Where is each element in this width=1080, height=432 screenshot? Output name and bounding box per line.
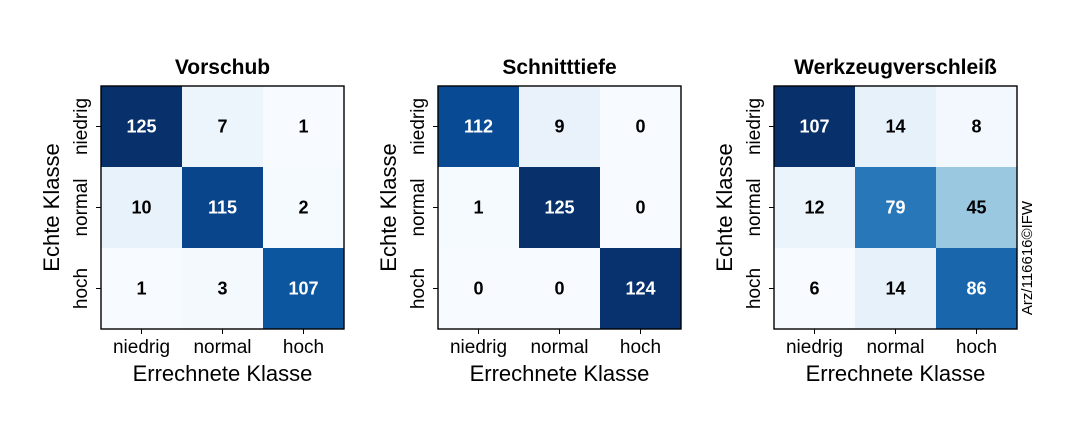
heatmap-cell (855, 86, 936, 167)
cell-value-label: 1 (136, 279, 146, 299)
x-tick-label: hoch (283, 337, 324, 358)
heatmap-cell (600, 248, 681, 329)
cell-value-label: 1 (473, 198, 483, 218)
y-tick-label: niedrig (71, 98, 92, 155)
cell-value-label: 3 (217, 279, 227, 299)
x-tick-label: hoch (956, 337, 997, 358)
heatmap-cell (519, 167, 600, 248)
cell-value-label: 107 (799, 117, 829, 137)
heatmap-cell (101, 248, 182, 329)
heatmap-cell (101, 167, 182, 248)
x-tick-label: niedrig (113, 337, 170, 358)
cell-value-label: 45 (966, 198, 986, 218)
y-tick-label: hoch (408, 268, 429, 309)
heatmap-cell (855, 248, 936, 329)
cell-value-label: 14 (885, 117, 905, 137)
cell-value-label: 125 (126, 117, 156, 137)
x-tick-label: normal (193, 337, 251, 358)
y-tick-label: normal (744, 178, 765, 236)
x-tick-label: niedrig (450, 337, 507, 358)
cell-value-label: 0 (635, 198, 645, 218)
x-tick-label: normal (530, 337, 588, 358)
heatmap-cell (519, 248, 600, 329)
cell-value-label: 0 (554, 279, 564, 299)
heatmap-cell (936, 248, 1017, 329)
y-tick-label: niedrig (744, 98, 765, 155)
heatmap-cell (101, 86, 182, 167)
heatmap-cell (774, 86, 855, 167)
heatmap-cell (600, 86, 681, 167)
y-tick-label: normal (408, 178, 429, 236)
cell-value-label: 10 (131, 198, 151, 218)
y-axis-label: Echte Klasse (376, 143, 401, 271)
confusion-matrix-panel: Werkzeugverschleiß 107 14 8 12 79 45 6 14 86 niedr… (712, 56, 1018, 386)
cell-value-label: 0 (473, 279, 483, 299)
heatmap-cell (438, 248, 519, 329)
image-credit: Arz/116616©IFW (1019, 200, 1036, 315)
heatmap-cell (519, 86, 600, 167)
heatmap-cell (182, 86, 263, 167)
cell-value-label: 86 (966, 279, 986, 299)
x-axis-label: Errechnete Klasse (470, 361, 650, 386)
heatmap-cell (263, 86, 344, 167)
cell-value-label: 2 (298, 198, 308, 218)
heatmap-cell (600, 167, 681, 248)
cell-value-label: 0 (635, 117, 645, 137)
heatmap-cell (182, 167, 263, 248)
x-tick-label: niedrig (786, 337, 843, 358)
heatmap-cell (263, 167, 344, 248)
y-tick-label: normal (71, 178, 92, 236)
x-tick-label: normal (866, 337, 924, 358)
chart-title: Schnitttiefe (502, 56, 616, 79)
heatmap-cell (936, 167, 1017, 248)
heatmap-cell (855, 167, 936, 248)
cell-value-label: 107 (288, 279, 318, 299)
y-tick-label: hoch (71, 268, 92, 309)
x-tick-label: hoch (620, 337, 661, 358)
heatmap-cell (774, 167, 855, 248)
cell-value-label: 9 (554, 117, 564, 137)
y-axis-label: Echte Klasse (712, 143, 737, 271)
y-tick-label: niedrig (408, 98, 429, 155)
heatmap-cell (936, 86, 1017, 167)
heatmap-cell (438, 86, 519, 167)
heatmap-cell (263, 248, 344, 329)
x-axis-label: Errechnete Klasse (806, 361, 986, 386)
y-axis-label: Echte Klasse (39, 143, 64, 271)
cell-value-label: 6 (809, 279, 819, 299)
cell-value-label: 14 (885, 279, 905, 299)
cell-value-label: 124 (625, 279, 655, 299)
cell-value-label: 8 (971, 117, 981, 137)
cell-value-label: 12 (804, 198, 824, 218)
cell-value-label: 79 (885, 198, 905, 218)
cell-value-label: 115 (208, 198, 237, 218)
confusion-matrix-panel: Vorschub 125 7 1 10 115 2 1 3 107 niedrig normal hoc… (39, 56, 345, 386)
cell-value-label: 1 (298, 117, 308, 137)
heatmap-cell (774, 248, 855, 329)
confusion-matrix-panel: Schnitttiefe 112 9 0 1 125 0 0 0 124 niedrig normal… (376, 56, 682, 386)
heatmap-cell (182, 248, 263, 329)
y-tick-label: hoch (744, 268, 765, 309)
chart-title: Werkzeugverschleiß (794, 56, 997, 79)
x-axis-label: Errechnete Klasse (133, 361, 313, 386)
cell-value-label: 125 (544, 198, 574, 218)
cell-value-label: 112 (464, 117, 493, 137)
chart-title: Vorschub (175, 56, 270, 79)
heatmap-cell (438, 167, 519, 248)
cell-value-label: 7 (217, 117, 227, 137)
